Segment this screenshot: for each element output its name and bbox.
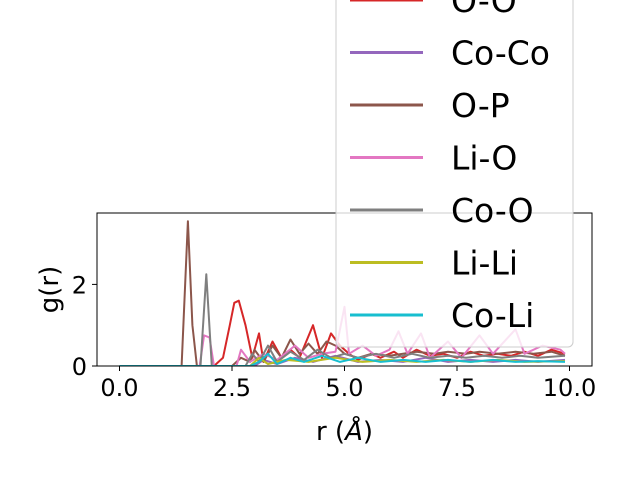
y-axis-ticks: 02 xyxy=(72,271,97,381)
series-lines xyxy=(119,220,566,366)
x-tick-label: 0.0 xyxy=(100,374,138,402)
legend-label-li-o: Li-O xyxy=(451,139,517,178)
legend: O-O Co-Co O-P Li-O Co-O Li-Li Co-Li xyxy=(335,0,574,348)
x-tick-label: 2.5 xyxy=(213,374,251,402)
legend-label-co-li: Co-Li xyxy=(451,296,534,335)
legend-label-o-o: O-O xyxy=(451,0,517,20)
x-axis-label: r (Å) xyxy=(316,415,373,447)
legend-label-co-o: Co-O xyxy=(451,191,534,230)
series-line-li-o xyxy=(119,305,566,366)
y-axis-label: g(r) xyxy=(35,266,65,313)
series-line-co-li xyxy=(119,352,566,366)
legend-box xyxy=(335,0,574,348)
y-tick-label: 0 xyxy=(72,353,87,381)
x-tick-label: 7.5 xyxy=(438,374,476,402)
series-line-co-o xyxy=(119,273,566,366)
x-tick-label: 5.0 xyxy=(325,374,363,402)
legend-label-co-co: Co-Co xyxy=(451,34,550,73)
legend-label-li-li: Li-Li xyxy=(451,244,518,283)
x-tick-label: 10.0 xyxy=(543,374,596,402)
series-line-o-p xyxy=(119,220,566,366)
y-tick-label: 2 xyxy=(72,271,87,299)
legend-label-o-p: O-P xyxy=(451,86,510,125)
x-axis-ticks: 0.0 2.5 5.0 7.5 10.0 xyxy=(100,366,596,402)
